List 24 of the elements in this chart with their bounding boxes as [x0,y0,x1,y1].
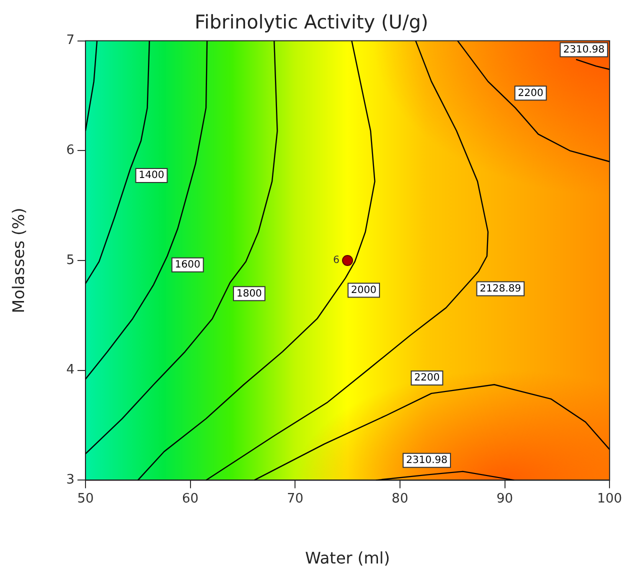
y-tick-label: 6 [66,143,74,158]
series-label: 1600 [174,259,200,270]
y-tick-label: 3 [66,472,74,488]
x-tick-label: 50 [77,491,94,506]
x-tick-label: 80 [392,491,408,506]
x-tick-label: 70 [286,491,304,506]
series-label: 2200 [414,372,440,384]
series-label: 2310.98 [406,455,448,466]
chart-title: Fibrinolytic Activity (U/g) [194,11,428,34]
series-label: 1400 [138,170,164,182]
series-label: 6 [333,255,340,266]
x-tick-label: 90 [496,491,514,506]
y-tick-label: 5 [66,252,74,268]
y-tick-label: 4 [66,362,74,378]
y-axis-title: Molasses (%) [8,208,28,314]
x-axis-title: Water (ml) [305,548,390,568]
series-label: 2128.89 [480,283,522,294]
y-tick-label: 7 [66,33,74,48]
x-tick-label: 100 [597,491,622,506]
series-label: 1800 [236,288,262,300]
x-tick-label: 60 [182,491,199,506]
series-label: 2310.98 [563,44,605,56]
series-label: 2200 [518,88,544,99]
series-label: 2000 [351,284,376,296]
